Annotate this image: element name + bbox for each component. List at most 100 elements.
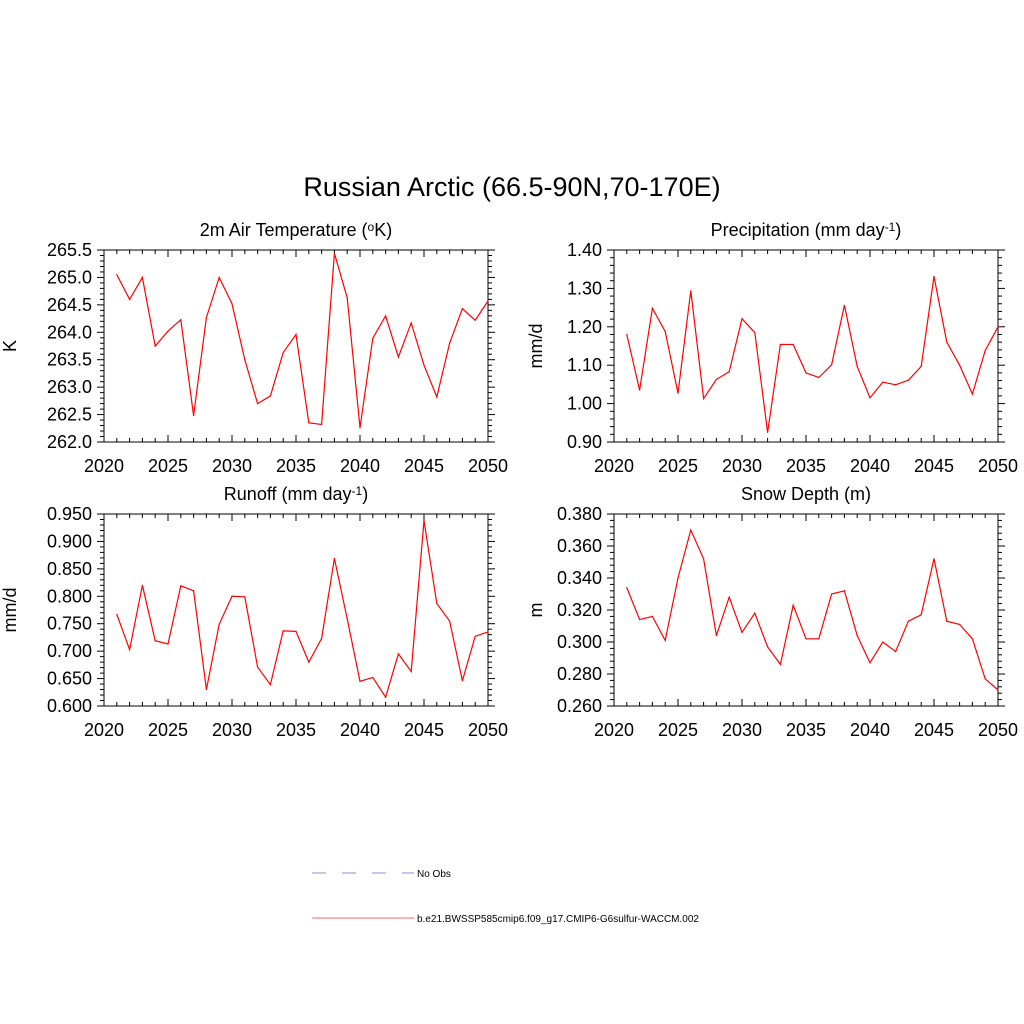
series-line bbox=[626, 276, 999, 433]
data-point bbox=[715, 635, 718, 637]
y-tick-label: 264.5 bbox=[47, 295, 92, 315]
x-tick-label: 2045 bbox=[914, 456, 954, 476]
series-line bbox=[116, 253, 489, 428]
y-axis: 0.90 1.00 1.10 1.20 1.30 1.40 bbox=[567, 240, 1005, 452]
y-axis-label: K bbox=[0, 340, 20, 352]
y-tick-label: 0.280 bbox=[557, 664, 602, 684]
x-tick-label: 2030 bbox=[722, 456, 762, 476]
data-point bbox=[779, 663, 782, 666]
data-point bbox=[359, 427, 361, 429]
data-point bbox=[436, 396, 438, 398]
data-point bbox=[690, 529, 692, 531]
x-tick-label: 2035 bbox=[786, 720, 826, 740]
data-point bbox=[818, 376, 820, 379]
data-point bbox=[703, 398, 705, 400]
y-axis: 262.0 262.5 263.0 263.5 264.0 264.5 265.0 265.5 bbox=[47, 240, 495, 452]
data-point bbox=[282, 630, 284, 632]
series-1 bbox=[626, 275, 999, 433]
x-tick-label: 2040 bbox=[340, 720, 380, 740]
y-tick-label: 1.00 bbox=[567, 394, 602, 414]
chart-panel-1: 2020 2025 2030 2035 2040 2045 2050262.0262.526… bbox=[0, 220, 508, 476]
data-point bbox=[626, 333, 628, 336]
x-tick-label: 2025 bbox=[658, 720, 698, 740]
series-line bbox=[626, 528, 999, 691]
data-point bbox=[997, 689, 999, 691]
data-point bbox=[193, 415, 195, 417]
data-point bbox=[651, 615, 654, 618]
data-point bbox=[882, 641, 884, 643]
panel-title: Precipitation (mm day-1) bbox=[711, 220, 902, 240]
data-point bbox=[856, 635, 858, 637]
y-tick-label: 0.90 bbox=[567, 432, 602, 452]
data-point bbox=[907, 620, 910, 622]
data-point bbox=[805, 372, 807, 374]
data-point bbox=[779, 343, 782, 346]
x-tick-label: 2020 bbox=[594, 456, 634, 476]
data-point bbox=[205, 316, 207, 319]
plot-frame bbox=[613, 249, 999, 443]
data-point bbox=[792, 604, 794, 606]
data-point bbox=[818, 638, 820, 640]
legend: No Obs b.e21.BWSSP585cmip6.f09_g17.CMIP6-… bbox=[312, 869, 699, 925]
data-point bbox=[792, 343, 794, 346]
x-tick-label: 2040 bbox=[850, 720, 890, 740]
data-point bbox=[321, 637, 323, 640]
data-point bbox=[639, 619, 641, 621]
data-point bbox=[895, 651, 897, 653]
data-point bbox=[754, 612, 756, 614]
data-point bbox=[677, 392, 679, 394]
y-tick-label: 1.10 bbox=[567, 355, 602, 375]
y-tick-label: 0.600 bbox=[47, 696, 92, 716]
data-point bbox=[295, 630, 297, 632]
data-point bbox=[167, 643, 169, 645]
data-point bbox=[410, 322, 412, 324]
x-tick-label: 2030 bbox=[212, 720, 252, 740]
data-point bbox=[754, 331, 756, 334]
data-point bbox=[933, 275, 935, 278]
x-tick-label: 2050 bbox=[978, 720, 1018, 740]
data-point bbox=[180, 585, 182, 587]
data-point bbox=[321, 423, 323, 426]
data-point bbox=[180, 319, 182, 321]
data-point bbox=[933, 558, 935, 560]
panel-title: Runoff (mm day-1) bbox=[224, 484, 368, 504]
data-point bbox=[907, 379, 910, 381]
x-axis: 2020 2025 2030 2035 2040 2045 2050 bbox=[594, 250, 1018, 476]
panel-title: Snow Depth (m) bbox=[741, 484, 871, 504]
data-point bbox=[831, 593, 833, 595]
data-point bbox=[154, 345, 156, 347]
series-1 bbox=[116, 252, 489, 429]
data-point bbox=[741, 631, 743, 634]
data-point bbox=[397, 653, 399, 655]
data-point bbox=[690, 290, 692, 292]
legend-entry-1: No Obs bbox=[312, 869, 451, 880]
legend-label: No Obs bbox=[417, 869, 451, 880]
data-point bbox=[984, 350, 986, 352]
y-tick-label: 1.40 bbox=[567, 240, 602, 260]
data-point bbox=[971, 638, 974, 640]
data-point bbox=[728, 371, 730, 373]
x-tick-label: 2020 bbox=[84, 720, 124, 740]
data-point bbox=[385, 696, 387, 698]
x-tick-label: 2025 bbox=[658, 456, 698, 476]
x-tick-label: 2025 bbox=[148, 456, 188, 476]
data-point bbox=[257, 666, 259, 668]
chart-panel-3: 2020 2025 2030 2035 2040 2045 20500.6000.6500.… bbox=[0, 484, 508, 740]
x-tick-label: 2050 bbox=[468, 720, 508, 740]
data-point bbox=[474, 635, 476, 637]
x-tick-label: 2040 bbox=[850, 456, 890, 476]
y-axis-label: m bbox=[526, 603, 546, 618]
x-tick-label: 2045 bbox=[914, 720, 954, 740]
data-point bbox=[767, 431, 769, 433]
data-point bbox=[385, 315, 387, 317]
y-axis-label: mm/d bbox=[526, 324, 546, 369]
data-point bbox=[231, 595, 233, 597]
data-point bbox=[626, 587, 628, 589]
y-tick-label: 265.5 bbox=[47, 240, 92, 260]
data-point bbox=[218, 623, 220, 625]
series-line bbox=[116, 520, 489, 699]
data-point bbox=[141, 276, 143, 279]
data-point bbox=[308, 661, 310, 663]
data-point bbox=[269, 395, 271, 397]
chart-panels: 2020 2025 2030 2035 2040 2045 2050 262.0262.526… bbox=[0, 220, 1018, 740]
